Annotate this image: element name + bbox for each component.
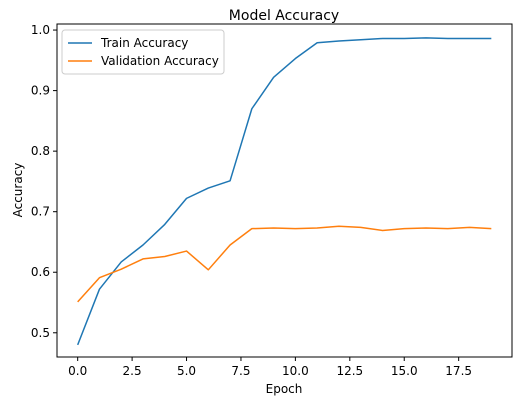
x-axis-label: Epoch [266, 382, 303, 396]
series-lines [76, 37, 492, 346]
y-tick-label: 0.9 [31, 84, 50, 98]
x-tick-label: 7.5 [231, 364, 250, 378]
legend-label: Train Accuracy [100, 36, 188, 50]
y-tick-label: 0.6 [31, 265, 50, 279]
x-tick-label: 0.0 [68, 364, 87, 378]
y-tick-label: 0.7 [31, 205, 50, 219]
series-line-train [76, 37, 492, 346]
y-axis: 0.5 0.6 0.7 0.8 0.9 1.0 [31, 23, 57, 340]
x-tick-label: 12.5 [336, 364, 363, 378]
x-tick-label: 2.5 [123, 364, 142, 378]
series-line-validation [77, 225, 492, 303]
legend-label: Validation Accuracy [101, 54, 219, 68]
x-tick-label: 17.5 [445, 364, 472, 378]
y-tick-label: 0.8 [31, 144, 50, 158]
legend-box [61, 29, 225, 75]
y-axis-label: Accuracy [11, 163, 25, 218]
x-tick-label: 5.0 [177, 364, 196, 378]
x-tick-label: 15.0 [391, 364, 418, 378]
plot-area [56, 23, 513, 358]
legend: Train Accuracy Validation Accuracy [61, 29, 225, 75]
x-tick-label: 10.0 [282, 364, 309, 378]
y-tick-label: 1.0 [31, 23, 50, 37]
y-tick-label: 0.5 [31, 326, 50, 340]
x-axis: 0.0 2.5 5.0 7.5 10.0 12.5 15.0 17.5 [68, 357, 472, 378]
chart-title: Model Accuracy [229, 8, 339, 24]
